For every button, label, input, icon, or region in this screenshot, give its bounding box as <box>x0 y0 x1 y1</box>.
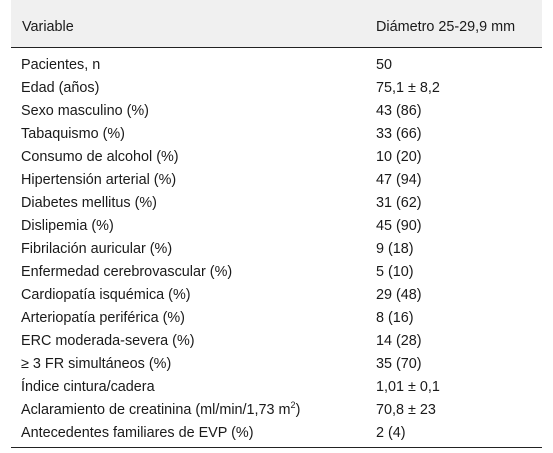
table-row: Fibrilación auricular (%) 9 (18) <box>11 238 542 261</box>
table-header: Variable Diámetro 25-29,9 mm <box>11 0 542 48</box>
table-row: Enfermedad cerebrovascular (%) 5 (10) <box>11 261 542 284</box>
row-label: Consumo de alcohol (%) <box>21 149 179 165</box>
row-label: Enfermedad cerebrovascular (%) <box>21 264 233 280</box>
table-row: Tabaquismo (%) 33 (66) <box>11 123 542 146</box>
row-value: 1,01 ± 0,1 <box>376 379 440 395</box>
row-value: 45 (90) <box>376 218 422 234</box>
row-label: Cardiopatía isquémica (%) <box>21 287 191 303</box>
data-table: Variable Diámetro 25-29,9 mm Pacientes, … <box>11 0 542 445</box>
table-header-row: Variable Diámetro 25-29,9 mm <box>11 0 542 48</box>
row-value: 2 (4) <box>376 425 406 441</box>
row-value: 75,1 ± 8,2 <box>376 80 440 96</box>
row-label: Fibrilación auricular (%) <box>21 241 173 257</box>
row-value: 43 (86) <box>376 103 422 119</box>
row-label: Hipertensión arterial (%) <box>21 172 177 188</box>
row-value: 35 (70) <box>376 356 422 372</box>
row-value: 50 <box>376 57 393 73</box>
header-diameter: Diámetro 25-29,9 mm <box>374 0 542 48</box>
row-label: Antecedentes familiares de EVP (%) <box>21 425 254 441</box>
table-row: Edad (años) 75,1 ± 8,2 <box>11 77 542 100</box>
table-row: Diabetes mellitus (%) 31 (62) <box>11 192 542 215</box>
row-label: Edad (años) <box>21 80 100 96</box>
data-table-container: Variable Diámetro 25-29,9 mm Pacientes, … <box>11 0 542 448</box>
table-bottom-rule <box>11 447 542 448</box>
table-row: Pacientes, n 50 <box>11 48 542 78</box>
row-value: 10 (20) <box>376 149 422 165</box>
table-row: Antecedentes familiares de EVP (%) 2 (4) <box>11 422 542 445</box>
row-value: 14 (28) <box>376 333 422 349</box>
table-body: Pacientes, n 50 Edad (años) 75,1 ± 8,2 S… <box>11 48 542 446</box>
row-label: Aclaramiento de creatinina (ml/min/1,73 … <box>11 399 374 422</box>
table-row: Consumo de alcohol (%) 10 (20) <box>11 146 542 169</box>
row-label: Índice cintura/cadera <box>21 379 155 395</box>
row-label: Tabaquismo (%) <box>21 126 125 142</box>
table-row: ≥ 3 FR simultáneos (%) 35 (70) <box>11 353 542 376</box>
table-row: Cardiopatía isquémica (%) 29 (48) <box>11 284 542 307</box>
row-label: Arteriopatía periférica (%) <box>21 310 185 326</box>
table-row: Índice cintura/cadera 1,01 ± 0,1 <box>11 376 542 399</box>
row-label-tail: ) <box>295 402 301 418</box>
row-label-superscript: 2 <box>290 400 296 410</box>
table-row: Hipertensión arterial (%) 47 (94) <box>11 169 542 192</box>
row-value: 5 (10) <box>376 264 414 280</box>
row-value: 9 (18) <box>376 241 414 257</box>
header-variable: Variable <box>11 0 374 48</box>
row-label: Pacientes, n <box>21 57 101 73</box>
row-value: 70,8 ± 23 <box>376 402 436 418</box>
table-row: Arteriopatía periférica (%) 8 (16) <box>11 307 542 330</box>
row-value: 31 (62) <box>376 195 422 211</box>
row-label: ≥ 3 FR simultáneos (%) <box>21 356 172 372</box>
row-label: ERC moderada-severa (%) <box>21 333 195 349</box>
row-label: Diabetes mellitus (%) <box>21 195 157 211</box>
table-row: Dislipemia (%) 45 (90) <box>11 215 542 238</box>
row-label-main: Aclaramiento de creatinina (ml/min/1,73 … <box>21 402 291 418</box>
row-value: 8 (16) <box>376 310 414 326</box>
table-row: ERC moderada-severa (%) 14 (28) <box>11 330 542 353</box>
table-row: Sexo masculino (%) 43 (86) <box>11 100 542 123</box>
row-value: 29 (48) <box>376 287 422 303</box>
row-label: Sexo masculino (%) <box>21 103 149 119</box>
row-value: 47 (94) <box>376 172 422 188</box>
row-label: Dislipemia (%) <box>21 218 114 234</box>
table-row: Aclaramiento de creatinina (ml/min/1,73 … <box>11 399 542 422</box>
row-value: 33 (66) <box>376 126 422 142</box>
